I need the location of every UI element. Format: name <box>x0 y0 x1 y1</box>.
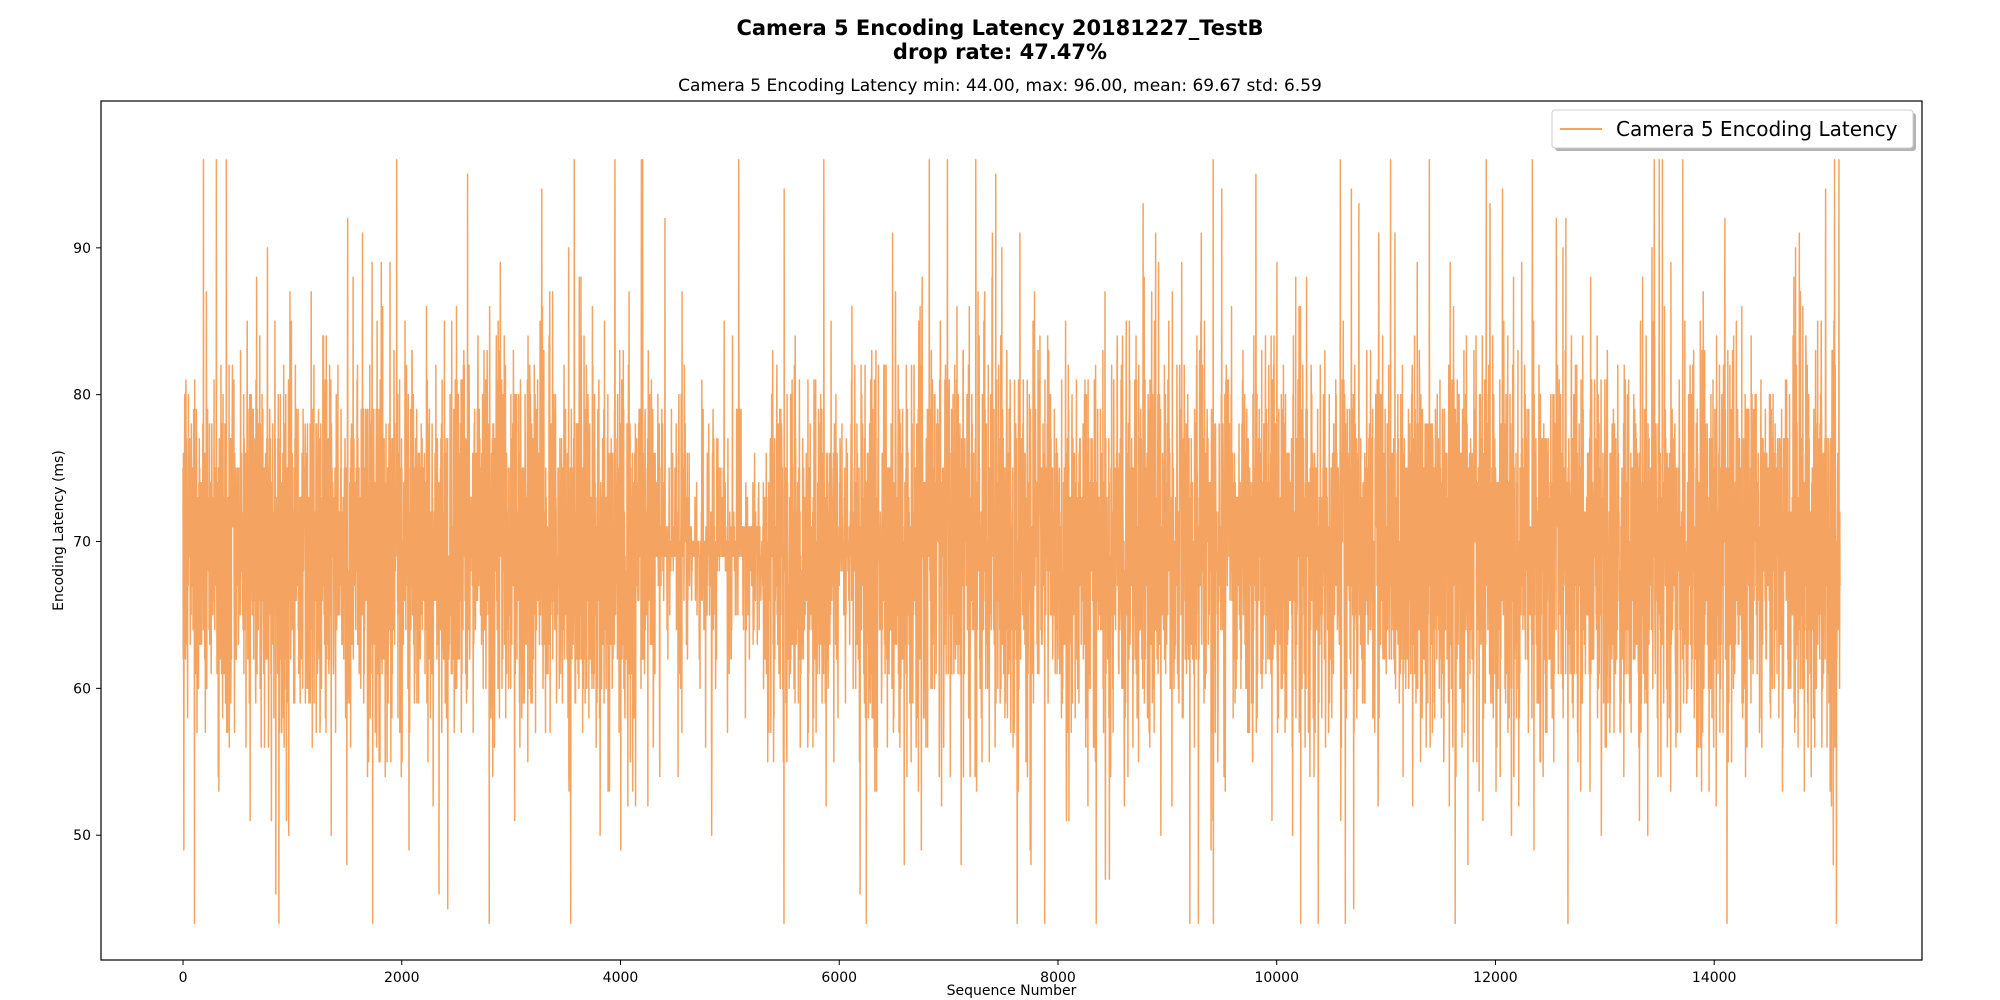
chart-subtitle-stats: Camera 5 Encoding Latency min: 44.00, ma… <box>678 76 1322 96</box>
x-tick-label: 0 <box>179 970 188 986</box>
x-axis: 0 2000 4000 6000 8000 10000 12000 14000 <box>179 960 1737 986</box>
chart-title: Camera 5 Encoding Latency 20181227_TestB <box>736 16 1264 40</box>
y-tick-label: 70 <box>73 535 91 551</box>
y-tick-label: 50 <box>73 828 91 844</box>
x-tick-label: 8000 <box>1040 970 1076 986</box>
x-tick-label: 14000 <box>1692 970 1737 986</box>
y-axis-label: Encoding Latency (ms) <box>51 450 67 611</box>
y-tick-label: 60 <box>73 681 91 697</box>
x-tick-label: 4000 <box>603 970 639 986</box>
series-line-camera-5-encoding-latency <box>182 158 1841 925</box>
x-tick-label: 6000 <box>821 970 857 986</box>
x-tick-label: 10000 <box>1254 970 1299 986</box>
y-axis: 50 60 70 80 90 <box>73 241 101 844</box>
axes-frame <box>100 100 1923 961</box>
legend-box <box>1551 109 1914 149</box>
series-layer <box>182 158 1841 925</box>
chart-drop-rate: drop rate: 47.47% <box>892 40 1108 64</box>
y-tick-label: 80 <box>73 388 91 404</box>
legend-label: Camera 5 Encoding Latency <box>1616 117 1898 141</box>
x-tick-label: 2000 <box>384 970 420 986</box>
y-tick-label: 90 <box>73 241 91 257</box>
x-tick-label: 12000 <box>1473 970 1518 986</box>
legend: Camera 5 Encoding Latency <box>1551 109 1916 151</box>
x-axis-label: Sequence Number <box>947 983 1077 999</box>
